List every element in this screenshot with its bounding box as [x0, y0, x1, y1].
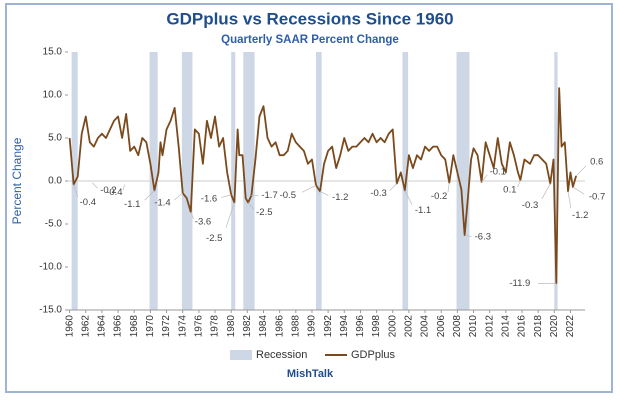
legend-label: Recession: [256, 349, 307, 361]
annotation-leader: [301, 184, 317, 193]
x-tick-label: 2012: [484, 315, 495, 338]
annotation-leader: [221, 194, 232, 198]
x-tick-label: 1988: [290, 315, 301, 338]
annotation-label: -1.7: [261, 190, 277, 201]
x-tick-label: 1986: [274, 315, 285, 338]
annotation-label: -0.2: [100, 185, 116, 196]
annotation-label: -2.5: [256, 207, 272, 218]
x-tick-label: 1976: [194, 315, 205, 338]
annotation-leader: [190, 211, 194, 220]
y-tick-label: 10.0: [43, 90, 63, 101]
y-tick-label: 15.0: [43, 47, 63, 58]
annotation-leader: [389, 183, 398, 191]
x-tick-label: 1974: [177, 315, 188, 338]
x-tick-label: 2006: [436, 315, 447, 338]
annotation-leader: [247, 202, 255, 210]
x-tick-label: 2002: [404, 315, 415, 338]
data-line: [68, 87, 577, 285]
annotation-leader: [404, 190, 413, 205]
legend-label: GDPplus: [351, 349, 396, 361]
x-tick-label: 1970: [145, 315, 156, 338]
annotation-leader: [73, 184, 79, 198]
x-tick-label: 2016: [517, 315, 528, 338]
x-tick-label: 1984: [258, 315, 269, 338]
x-tick-label: 1980: [226, 315, 237, 338]
annotation-label: -3.6: [195, 216, 211, 227]
annotation-label: -1.4: [154, 198, 170, 209]
annotation-leader: [225, 202, 235, 228]
annotation-label: -1.2: [332, 192, 348, 203]
annotation-label: -1.6: [201, 193, 217, 204]
annotation-leader: [319, 191, 329, 196]
annotation-label: -11.9: [509, 278, 530, 289]
footer: MishTalk: [287, 368, 334, 380]
chart-subtitle: Quarterly SAAR Percent Change: [221, 34, 399, 46]
x-tick-label: 1962: [80, 315, 91, 338]
x-tick-label: 1968: [129, 315, 140, 338]
annotation-label: -1.1: [124, 199, 140, 210]
x-tick-label: 1972: [161, 315, 172, 338]
x-tick-label: 2022: [565, 315, 576, 338]
annotation-label: -0.3: [370, 188, 386, 199]
x-tick-label: 1964: [97, 315, 108, 338]
x-tick-label: 2010: [468, 315, 479, 338]
annotation-label: -1.1: [415, 205, 431, 216]
annotation-leader: [464, 234, 472, 237]
annotation-label: -2.5: [206, 233, 222, 244]
y-axis-label: Percent Change: [10, 137, 24, 224]
annotation-leader: [481, 174, 488, 183]
x-tick-label: 1994: [339, 315, 350, 338]
annotation-leader: [91, 182, 99, 189]
x-tick-label: 1960: [64, 315, 75, 338]
annotation-label: -0.2: [431, 191, 447, 202]
annotation-leader: [572, 186, 585, 195]
annotation-label: -6.3: [475, 232, 491, 243]
annotation-label: -0.1: [490, 166, 506, 177]
legend-swatch: [230, 350, 252, 360]
x-tick-label: 2000: [387, 315, 398, 338]
annotation-leader: [567, 191, 572, 209]
chart-title: GDPplus vs Recessions Since 1960: [166, 9, 453, 28]
annotation-label: -0.3: [522, 200, 538, 211]
x-tick-label: 1998: [371, 315, 382, 338]
x-tick-label: 1990: [307, 315, 318, 338]
annotation-label: -1.2: [572, 210, 588, 221]
annotation-label: -0.5: [280, 190, 296, 201]
annotation-leader: [174, 192, 183, 201]
annotation-leader: [144, 190, 155, 201]
annotation-label: -0.7: [589, 192, 605, 203]
y-tick-label: -10.0: [39, 262, 62, 273]
x-tick-label: 1978: [210, 315, 221, 338]
annotation-leader: [122, 184, 125, 191]
x-tick-label: 2020: [549, 315, 560, 338]
x-tick-label: 1966: [113, 315, 124, 338]
annotation-leader: [575, 165, 587, 177]
x-tick-label: 2014: [500, 315, 511, 338]
x-tick-label: 2008: [452, 315, 463, 338]
y-tick-label: -5.0: [45, 219, 63, 230]
x-tick-label: 2018: [533, 315, 544, 338]
annotation-label: -0.4: [80, 197, 96, 208]
y-tick-label: 5.0: [48, 133, 62, 144]
annotation-leader: [541, 183, 551, 200]
annotation-leader: [447, 182, 450, 193]
annotation-label: -0.4: [106, 187, 122, 198]
annotation-label: 0.6: [590, 156, 603, 167]
x-tick-label: 2004: [420, 315, 431, 338]
x-tick-label: 1982: [242, 315, 253, 338]
x-tick-label: 1996: [355, 315, 366, 338]
frame: [5, 3, 613, 393]
y-tick-label: -15.0: [39, 305, 62, 316]
annotation-label: 0.1: [503, 185, 516, 196]
annotation-leader: [517, 180, 521, 188]
x-tick-label: 1992: [323, 315, 334, 338]
y-tick-label: 0.0: [48, 176, 62, 187]
